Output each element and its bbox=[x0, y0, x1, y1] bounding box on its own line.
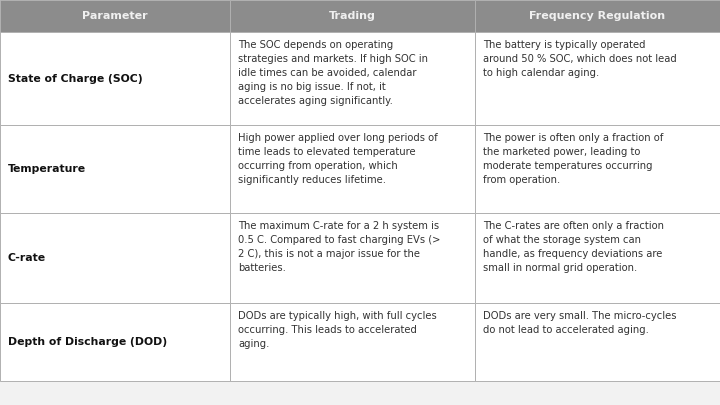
Text: High power applied over long periods of
time leads to elevated temperature
occur: High power applied over long periods of … bbox=[238, 133, 438, 185]
Bar bbox=[0, 213, 230, 303]
Text: DODs are typically high, with full cycles
occurring. This leads to accelerated
a: DODs are typically high, with full cycle… bbox=[238, 311, 437, 349]
Text: DODs are very small. The micro-cycles
do not lead to accelerated aging.: DODs are very small. The micro-cycles do… bbox=[483, 311, 677, 335]
Text: Temperature: Temperature bbox=[8, 164, 86, 174]
Bar bbox=[475, 0, 720, 32]
Text: The power is often only a fraction of
the marketed power, leading to
moderate te: The power is often only a fraction of th… bbox=[483, 133, 663, 185]
Bar bbox=[230, 303, 475, 381]
Bar bbox=[475, 32, 720, 125]
Bar bbox=[475, 125, 720, 213]
Text: The battery is typically operated
around 50 % SOC, which does not lead
to high c: The battery is typically operated around… bbox=[483, 40, 677, 78]
Text: Frequency Regulation: Frequency Regulation bbox=[529, 11, 665, 21]
Text: The C-rates are often only a fraction
of what the storage system can
handle, as : The C-rates are often only a fraction of… bbox=[483, 221, 664, 273]
Text: The SOC depends on operating
strategies and markets. If high SOC in
idle times c: The SOC depends on operating strategies … bbox=[238, 40, 428, 106]
Bar bbox=[230, 125, 475, 213]
Bar bbox=[0, 303, 230, 381]
Bar bbox=[475, 303, 720, 381]
Text: Parameter: Parameter bbox=[82, 11, 148, 21]
Bar bbox=[475, 213, 720, 303]
Text: The maximum C-rate for a 2 h system is
0.5 C. Compared to fast charging EVs (>
2: The maximum C-rate for a 2 h system is 0… bbox=[238, 221, 441, 273]
Text: C-rate: C-rate bbox=[8, 253, 46, 263]
Bar bbox=[0, 125, 230, 213]
Bar bbox=[230, 32, 475, 125]
Bar bbox=[230, 0, 475, 32]
Text: Depth of Discharge (DOD): Depth of Discharge (DOD) bbox=[8, 337, 167, 347]
Text: State of Charge (SOC): State of Charge (SOC) bbox=[8, 73, 143, 83]
Text: Trading: Trading bbox=[329, 11, 376, 21]
Bar bbox=[0, 0, 230, 32]
Bar bbox=[0, 32, 230, 125]
Bar bbox=[230, 213, 475, 303]
